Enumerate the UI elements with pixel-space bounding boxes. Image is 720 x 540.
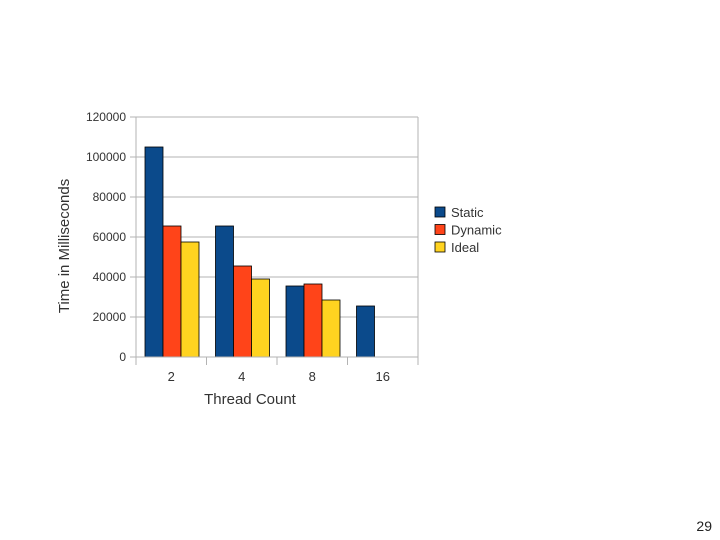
bar-ideal-8 — [321, 299, 341, 358]
bar-ideal-2 — [180, 241, 200, 358]
legend: Static Dynamic Ideal — [434, 205, 502, 255]
x-tick-label: 16 — [376, 369, 390, 384]
bar-dynamic-2 — [162, 225, 182, 358]
x-axis-label: Thread Count — [204, 391, 297, 408]
y-tick-label: 60000 — [93, 230, 127, 244]
legend-label-ideal: Ideal — [451, 240, 479, 255]
legend-swatch-dynamic — [434, 224, 446, 235]
x-tick-label: 8 — [309, 369, 316, 384]
bars — [144, 146, 375, 358]
y-tick-label: 20000 — [93, 310, 127, 324]
y-tick-label: 100000 — [86, 150, 126, 164]
bar-dynamic-8 — [303, 283, 323, 358]
axes — [130, 116, 419, 365]
bar-static-16 — [356, 305, 375, 358]
y-tick-label: 40000 — [93, 270, 127, 284]
legend-label-dynamic: Dynamic — [451, 223, 502, 238]
page-number: 29 — [696, 518, 712, 534]
legend-swatch-static — [434, 206, 446, 218]
y-tick-label: 120000 — [86, 110, 126, 124]
legend-swatch-ideal — [434, 241, 446, 253]
x-tick-label: 4 — [238, 369, 245, 384]
tick-labels: 0 20000 40000 60000 80000 100000 120000 2 4 8 16 — [86, 110, 390, 384]
bar-ideal-4 — [251, 278, 270, 358]
bar-static-4 — [215, 225, 234, 358]
y-tick-label: 0 — [119, 350, 126, 364]
bar-static-2 — [144, 146, 164, 358]
bar-dynamic-4 — [233, 265, 252, 358]
legend-label-static: Static — [451, 205, 484, 220]
y-axis-label: Time in Milliseconds — [56, 179, 73, 313]
x-tick-label: 2 — [168, 369, 175, 384]
y-tick-label: 80000 — [93, 190, 127, 204]
bar-static-8 — [285, 285, 305, 358]
